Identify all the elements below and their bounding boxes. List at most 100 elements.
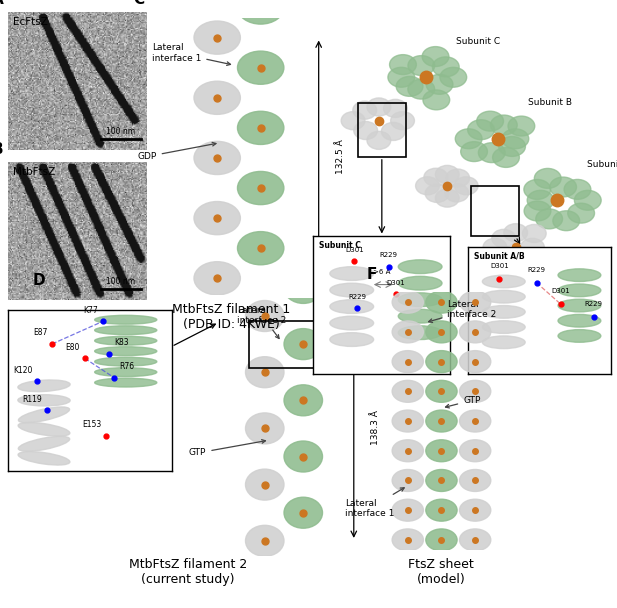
Ellipse shape bbox=[392, 499, 423, 521]
Text: Subunit A: Subunit A bbox=[587, 159, 617, 168]
Ellipse shape bbox=[18, 452, 70, 465]
Ellipse shape bbox=[492, 148, 520, 167]
Text: EcFtsZ: EcFtsZ bbox=[13, 17, 48, 27]
Ellipse shape bbox=[392, 351, 423, 373]
Ellipse shape bbox=[503, 224, 528, 242]
Ellipse shape bbox=[18, 380, 70, 392]
Ellipse shape bbox=[499, 137, 526, 156]
Text: E: E bbox=[302, 0, 312, 1]
Ellipse shape bbox=[527, 190, 554, 210]
Ellipse shape bbox=[460, 410, 491, 432]
Ellipse shape bbox=[19, 407, 70, 423]
Bar bbox=[471, 186, 519, 237]
Text: K83: K83 bbox=[114, 338, 129, 347]
Ellipse shape bbox=[478, 143, 505, 162]
Text: A: A bbox=[0, 0, 3, 7]
Text: GTP: GTP bbox=[445, 396, 481, 408]
Ellipse shape bbox=[574, 190, 601, 210]
Ellipse shape bbox=[423, 90, 450, 110]
Ellipse shape bbox=[18, 423, 70, 436]
Text: MtbFtsZ filament 1: MtbFtsZ filament 1 bbox=[172, 303, 291, 316]
Ellipse shape bbox=[524, 201, 551, 221]
Ellipse shape bbox=[284, 272, 323, 303]
Text: Subunit C: Subunit C bbox=[456, 36, 500, 46]
Ellipse shape bbox=[19, 437, 70, 451]
Ellipse shape bbox=[426, 529, 457, 551]
Ellipse shape bbox=[238, 0, 284, 24]
Text: GTP: GTP bbox=[189, 440, 265, 457]
Ellipse shape bbox=[422, 47, 449, 66]
Text: 132.5 Å: 132.5 Å bbox=[336, 139, 345, 174]
Ellipse shape bbox=[491, 115, 517, 135]
Ellipse shape bbox=[381, 122, 405, 140]
Ellipse shape bbox=[460, 351, 491, 373]
Text: 138.3 Å: 138.3 Å bbox=[371, 410, 379, 444]
Ellipse shape bbox=[194, 141, 241, 174]
Ellipse shape bbox=[284, 328, 323, 359]
Ellipse shape bbox=[389, 55, 416, 75]
Ellipse shape bbox=[460, 381, 491, 402]
Ellipse shape bbox=[353, 101, 376, 119]
Ellipse shape bbox=[408, 79, 434, 99]
Ellipse shape bbox=[194, 201, 241, 235]
Ellipse shape bbox=[94, 368, 157, 376]
Ellipse shape bbox=[94, 336, 157, 345]
Ellipse shape bbox=[238, 232, 284, 265]
Ellipse shape bbox=[536, 209, 563, 229]
Text: MtbFtsZ: MtbFtsZ bbox=[13, 167, 55, 177]
Ellipse shape bbox=[460, 529, 491, 551]
Ellipse shape bbox=[354, 122, 378, 140]
Ellipse shape bbox=[534, 168, 561, 188]
Ellipse shape bbox=[246, 357, 284, 388]
Text: Lateral
interface 1: Lateral interface 1 bbox=[152, 43, 231, 66]
Ellipse shape bbox=[408, 55, 435, 75]
Ellipse shape bbox=[238, 171, 284, 205]
Text: E80: E80 bbox=[65, 343, 80, 352]
Ellipse shape bbox=[460, 321, 491, 343]
Ellipse shape bbox=[416, 177, 439, 195]
Ellipse shape bbox=[392, 440, 423, 461]
Ellipse shape bbox=[524, 179, 550, 199]
Ellipse shape bbox=[246, 300, 284, 331]
Text: FtsZ sheet: FtsZ sheet bbox=[408, 558, 474, 571]
Bar bbox=[249, 321, 331, 368]
Text: Lateral
interface 2: Lateral interface 2 bbox=[237, 306, 286, 339]
Ellipse shape bbox=[468, 120, 494, 140]
Ellipse shape bbox=[246, 469, 284, 500]
Ellipse shape bbox=[426, 440, 457, 461]
Ellipse shape bbox=[460, 499, 491, 521]
Text: K120: K120 bbox=[13, 365, 33, 375]
Text: E153: E153 bbox=[82, 420, 101, 429]
Ellipse shape bbox=[553, 211, 579, 230]
Ellipse shape bbox=[238, 51, 284, 85]
Text: F: F bbox=[367, 266, 377, 282]
Ellipse shape bbox=[94, 358, 157, 366]
Bar bbox=[358, 103, 405, 157]
Ellipse shape bbox=[94, 316, 157, 324]
Ellipse shape bbox=[503, 250, 528, 268]
Ellipse shape bbox=[455, 129, 482, 149]
Ellipse shape bbox=[384, 99, 407, 117]
Ellipse shape bbox=[483, 238, 507, 257]
Ellipse shape bbox=[424, 168, 448, 186]
Ellipse shape bbox=[392, 321, 423, 343]
Ellipse shape bbox=[426, 499, 457, 521]
Ellipse shape bbox=[433, 57, 459, 77]
Ellipse shape bbox=[508, 116, 535, 136]
Ellipse shape bbox=[284, 497, 323, 528]
Ellipse shape bbox=[284, 385, 323, 416]
Ellipse shape bbox=[445, 169, 470, 187]
Ellipse shape bbox=[568, 203, 595, 223]
Text: (model): (model) bbox=[416, 573, 466, 586]
Ellipse shape bbox=[436, 189, 459, 207]
Text: 100 nm: 100 nm bbox=[106, 126, 135, 136]
Ellipse shape bbox=[502, 129, 529, 149]
Ellipse shape bbox=[194, 81, 241, 114]
Ellipse shape bbox=[238, 111, 284, 145]
Ellipse shape bbox=[491, 248, 515, 266]
Ellipse shape bbox=[521, 238, 544, 257]
Text: 100 nm: 100 nm bbox=[106, 277, 135, 286]
Ellipse shape bbox=[426, 74, 453, 94]
Ellipse shape bbox=[445, 184, 469, 202]
Ellipse shape bbox=[388, 67, 415, 87]
